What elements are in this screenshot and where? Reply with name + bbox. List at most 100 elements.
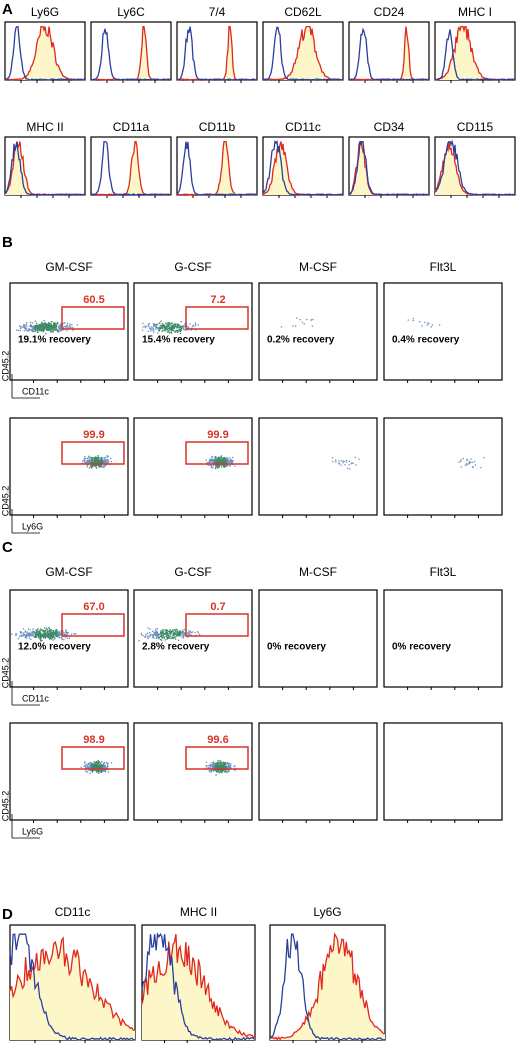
event-dot [58, 331, 60, 333]
event-dot [462, 457, 464, 460]
marker-label: Ly6C [117, 5, 145, 19]
event-dot [26, 325, 28, 327]
event-dot [220, 767, 222, 769]
event-dot [215, 766, 217, 768]
event-dot [85, 766, 87, 768]
gate-value: 98.9 [83, 734, 104, 746]
event-dot [75, 633, 77, 635]
event-dot [102, 462, 104, 464]
event-dot [182, 325, 185, 327]
event-dot [165, 325, 167, 327]
gate [185, 613, 249, 637]
event-dot [173, 629, 176, 631]
event-dot [187, 327, 189, 329]
event-dot [39, 330, 41, 332]
event-dot [169, 629, 171, 631]
event-dot [98, 771, 100, 773]
event-dot [220, 462, 222, 464]
event-dot [95, 770, 97, 772]
event-dot [102, 462, 105, 464]
event-dot [233, 766, 235, 768]
event-dot [179, 632, 181, 635]
event-dot [57, 329, 59, 331]
event-dot [170, 331, 172, 333]
event-dot [22, 628, 25, 630]
event-dot [36, 325, 38, 327]
event-dot [25, 635, 27, 637]
event-dot [50, 331, 52, 333]
event-dot [153, 323, 155, 325]
event-dot [49, 323, 51, 325]
event-dot [91, 764, 93, 766]
event-dot [212, 766, 215, 768]
event-dot [84, 455, 86, 458]
event-dot [165, 632, 167, 634]
event-dot [144, 325, 146, 327]
event-dot [36, 328, 38, 330]
event-dot [175, 628, 178, 630]
event-dot [17, 638, 20, 640]
event-dot [215, 459, 217, 461]
event-dot [15, 633, 17, 635]
event-dot [39, 636, 41, 638]
event-dot [224, 458, 227, 460]
event-dot [103, 459, 105, 461]
event-dot [49, 325, 51, 327]
event-dot [280, 326, 283, 328]
event-dot [221, 769, 224, 771]
event-dot [28, 330, 30, 332]
event-dot [94, 458, 96, 460]
event-dot [176, 629, 178, 631]
event-dot [214, 461, 216, 463]
event-dot [147, 637, 149, 639]
event-dot [165, 630, 167, 632]
event-dot [87, 764, 89, 766]
event-dot [65, 630, 67, 632]
event-dot [160, 631, 162, 633]
event-dot [167, 322, 169, 324]
recovery: 19.1% recovery [18, 335, 91, 346]
event-dot [468, 461, 471, 463]
event-dot [31, 330, 34, 332]
event-dot [58, 324, 61, 326]
event-dot [34, 325, 36, 327]
event-dot [152, 323, 155, 325]
event-dot [59, 328, 61, 330]
event-dot [166, 638, 168, 640]
gate-value: 99.6 [207, 734, 228, 746]
histogram-blue [90, 28, 172, 81]
event-dot [90, 461, 92, 463]
gate-value: 99.9 [83, 429, 104, 441]
event-dot [100, 465, 102, 467]
histogram-red [9, 936, 136, 1032]
event-dot [152, 328, 155, 330]
event-dot [63, 631, 65, 633]
event-dot [29, 635, 31, 637]
event-dot [147, 627, 149, 629]
event-dot [155, 324, 157, 326]
event-dot [179, 326, 181, 328]
event-dot [101, 461, 103, 464]
event-dot [184, 632, 186, 634]
event-dot [151, 630, 154, 632]
event-dot [154, 324, 156, 327]
event-dot [47, 630, 49, 633]
event-dot [162, 329, 164, 332]
event-dot [161, 328, 164, 330]
event-dot [49, 636, 51, 639]
event-dot [99, 767, 101, 769]
event-dot [172, 629, 174, 631]
event-dot [39, 638, 42, 640]
event-dot [179, 325, 181, 327]
event-dot [164, 330, 166, 332]
event-dot [22, 325, 24, 327]
histogram-blue [5, 25, 86, 81]
event-dot [161, 635, 164, 637]
event-dot [170, 632, 172, 634]
marker-label: MHC II [26, 120, 63, 134]
x-axis-label: Ly6G [22, 521, 43, 531]
marker-label: CD34 [374, 120, 405, 134]
event-dot [56, 629, 58, 631]
event-dot [186, 636, 188, 638]
recovery: 0.4% recovery [392, 335, 460, 346]
